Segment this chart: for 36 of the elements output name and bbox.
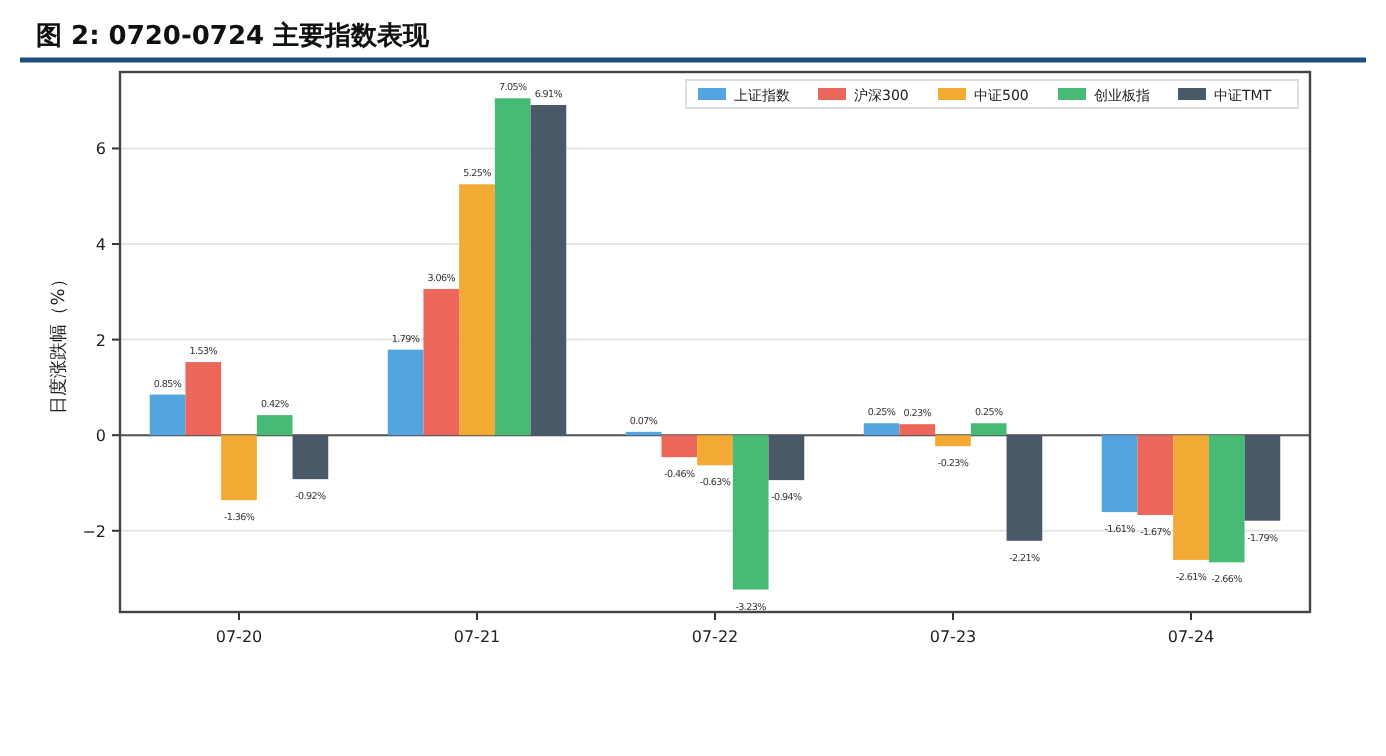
y-tick-label: 2 [95,331,106,350]
bar [1244,435,1281,521]
bar [530,104,567,436]
bar [732,435,769,590]
x-tick-label: 07-23 [929,628,977,646]
bar [185,362,222,436]
y-tick-label: 4 [95,236,106,255]
bar [494,98,531,436]
bar [1006,435,1043,541]
bar [1101,435,1138,513]
bar [899,424,936,436]
bar [1137,435,1174,515]
bar [387,349,424,436]
y-tick-label: 6 [95,140,106,159]
bar [1173,435,1209,560]
bar [661,435,698,458]
x-tick-label: 07-20 [215,628,263,646]
bar [863,423,900,436]
bar [149,394,186,436]
bar [292,435,329,480]
bar [1208,435,1245,563]
x-tick-label: 07-22 [691,628,739,646]
x-tick-label: 07-21 [453,628,501,646]
bar [256,415,293,436]
y-tick-label: 0 [95,427,106,446]
y-axis-title: 日度涨跌幅（%） [48,270,70,414]
bar [768,435,805,481]
bar [697,435,733,466]
chart-title: 图 2: 0720-0724 主要指数表现 [36,20,432,52]
y-tick-label: −2 [82,522,106,541]
bar [459,184,495,436]
bar [423,288,460,436]
bar [970,423,1007,436]
bar [935,435,971,447]
x-tick-label: 07-24 [1167,628,1215,646]
bar [221,435,257,501]
